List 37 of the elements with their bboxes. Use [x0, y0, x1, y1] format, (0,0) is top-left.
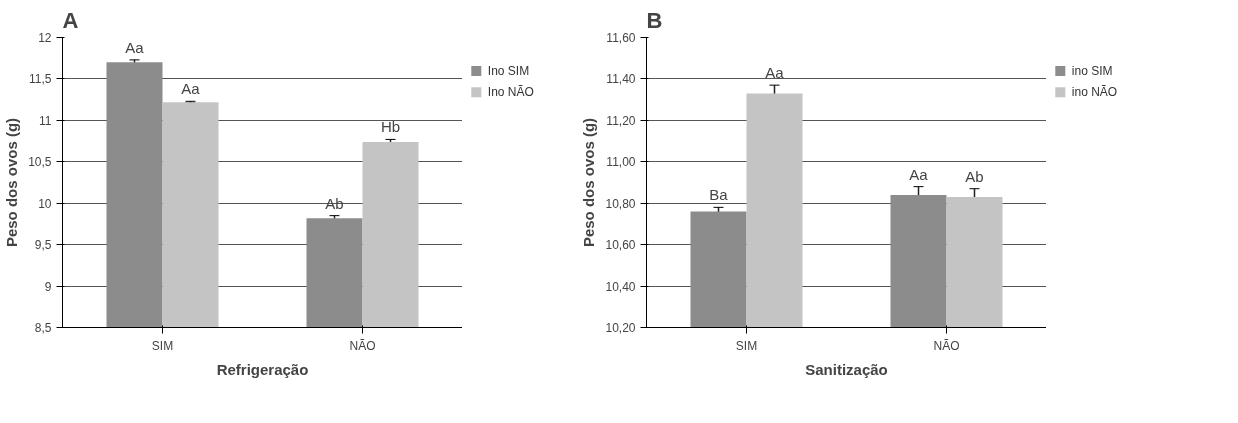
x-tick-label: NÃO [349, 338, 376, 353]
data-label: Aa [765, 64, 785, 82]
y-tick-label: 12 [38, 31, 52, 45]
y-tick-label: 10,5 [28, 155, 52, 170]
x-tick-label: SIM [151, 338, 174, 353]
data-label: Aa [125, 38, 145, 56]
y-axis-title: Peso dos ovos (g) [3, 117, 21, 248]
chart-title: A [62, 7, 79, 33]
chart-title: B [646, 7, 663, 33]
data-label: Ba [709, 186, 729, 204]
y-tick-label: 11,5 [29, 72, 52, 87]
y-tick-label: 10 [38, 196, 52, 211]
x-tick-label: SIM [735, 338, 758, 353]
y-tick-label: 10,60 [605, 238, 636, 253]
y-tick-label: 9 [44, 279, 52, 294]
y-tick-label: 11 [39, 113, 52, 128]
data-label: Aa [181, 80, 201, 98]
y-tick-label: 10,80 [605, 196, 636, 211]
legend-label: Ino SIM [487, 64, 530, 79]
legend-label: Ino NÃO [487, 85, 534, 100]
data-label: Hb [380, 118, 401, 136]
data-label: Aa [909, 165, 929, 183]
x-tick-label: NÃO [933, 338, 960, 353]
legend-label: ino NÃO [1071, 85, 1118, 100]
x-axis-title: Sanitização [805, 360, 888, 378]
y-tick-label: 10,40 [605, 279, 636, 294]
y-tick-label: 10,20 [605, 321, 636, 335]
y-tick-label: 9,5 [34, 238, 52, 253]
y-axis-title: Peso dos ovos (g) [580, 117, 598, 248]
x-axis-title: Refrigeração [216, 360, 309, 378]
legend-label: ino SIM [1071, 64, 1113, 79]
y-tick-label: 11,40 [606, 72, 636, 87]
data-label: Ab [965, 167, 984, 185]
y-tick-label: 11,00 [606, 155, 636, 170]
y-tick-label: 11,20 [606, 113, 636, 128]
y-tick-label: 11,60 [606, 31, 636, 45]
y-tick-label: 8,5 [34, 321, 52, 335]
